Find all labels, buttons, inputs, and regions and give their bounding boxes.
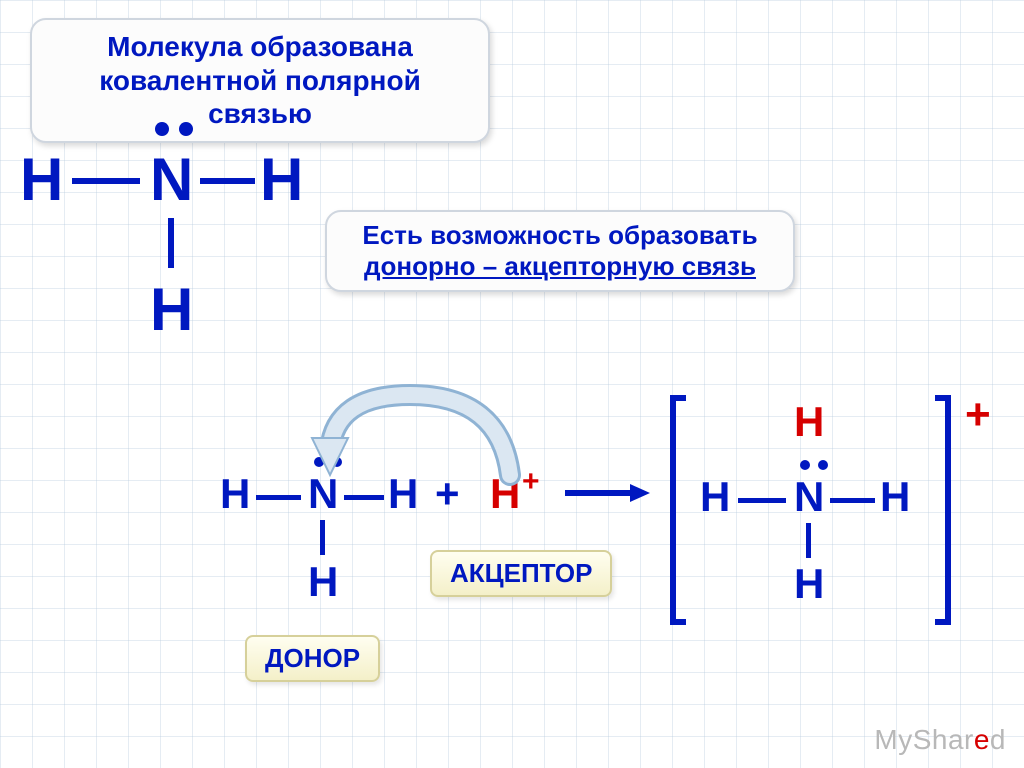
- lone-pair-dots-big: [155, 122, 193, 136]
- info-line1: Есть возможность образовать: [345, 220, 775, 251]
- bond-right-small: [344, 495, 384, 500]
- bracket-right: [935, 395, 951, 625]
- atom-h-left-big: H: [20, 145, 63, 214]
- bracket-left: [670, 395, 686, 625]
- bond-right-big: [200, 178, 255, 184]
- title-box: Молекула образована ковалентной полярной…: [30, 18, 490, 143]
- bond-down-big: [168, 218, 174, 268]
- atom-h-right-product: H: [880, 473, 910, 521]
- donor-label: ДОНОР: [245, 635, 380, 682]
- bond-down-product: [806, 523, 811, 558]
- donation-arrow-icon: [300, 380, 560, 490]
- bond-left-big: [72, 178, 140, 184]
- reaction-arrow-icon: [560, 478, 650, 508]
- atom-h-left-small: H: [220, 470, 250, 518]
- bond-right-product: [830, 498, 875, 503]
- info-line2: донорно – акцепторную связь: [345, 251, 775, 282]
- bond-left-product: [738, 498, 786, 503]
- title-line2: ковалентной полярной связью: [54, 64, 466, 131]
- atom-h-top-product: H: [794, 398, 824, 446]
- watermark-pre: MyShar: [874, 724, 973, 755]
- lone-pair-dots-product: [800, 460, 828, 470]
- info-box: Есть возможность образовать донорно – ак…: [325, 210, 795, 292]
- atom-n-product: N: [794, 473, 824, 521]
- atom-h-bottom-big: H: [150, 275, 193, 344]
- bond-left-small: [256, 495, 301, 500]
- acceptor-label: АКЦЕПТОР: [430, 550, 612, 597]
- watermark: MyShared: [874, 724, 1006, 756]
- bond-down-small: [320, 520, 325, 555]
- atom-n-big: N: [150, 145, 193, 214]
- atom-h-bottom-small: H: [308, 558, 338, 606]
- atom-h-left-product: H: [700, 473, 730, 521]
- watermark-post: d: [990, 724, 1006, 755]
- product-charge-plus: +: [965, 390, 991, 440]
- watermark-e: e: [974, 724, 990, 755]
- atom-h-bottom-product: H: [794, 560, 824, 608]
- title-line1: Молекула образована: [54, 30, 466, 64]
- atom-h-right-big: H: [260, 145, 303, 214]
